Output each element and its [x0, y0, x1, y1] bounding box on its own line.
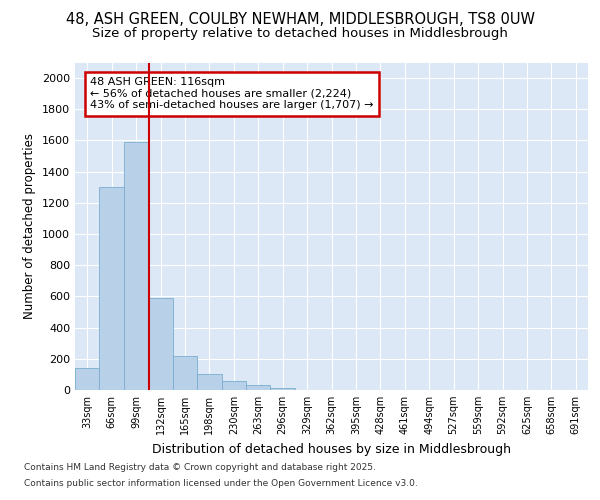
Y-axis label: Number of detached properties: Number of detached properties	[23, 133, 37, 320]
Text: Size of property relative to detached houses in Middlesbrough: Size of property relative to detached ho…	[92, 28, 508, 40]
Bar	[173, 356, 197, 390]
Bar	[246, 386, 271, 390]
Bar	[271, 388, 295, 390]
X-axis label: Distribution of detached houses by size in Middlesbrough: Distribution of detached houses by size …	[152, 442, 511, 456]
Bar	[221, 382, 246, 390]
Text: Contains HM Land Registry data © Crown copyright and database right 2025.: Contains HM Land Registry data © Crown c…	[24, 464, 376, 472]
Text: 48, ASH GREEN, COULBY NEWHAM, MIDDLESBROUGH, TS8 0UW: 48, ASH GREEN, COULBY NEWHAM, MIDDLESBRO…	[65, 12, 535, 28]
Bar	[100, 188, 124, 390]
Bar	[75, 368, 100, 390]
Text: 48 ASH GREEN: 116sqm
← 56% of detached houses are smaller (2,224)
43% of semi-de: 48 ASH GREEN: 116sqm ← 56% of detached h…	[91, 77, 374, 110]
Bar	[148, 298, 173, 390]
Bar	[124, 142, 148, 390]
Text: Contains public sector information licensed under the Open Government Licence v3: Contains public sector information licen…	[24, 478, 418, 488]
Bar	[197, 374, 221, 390]
